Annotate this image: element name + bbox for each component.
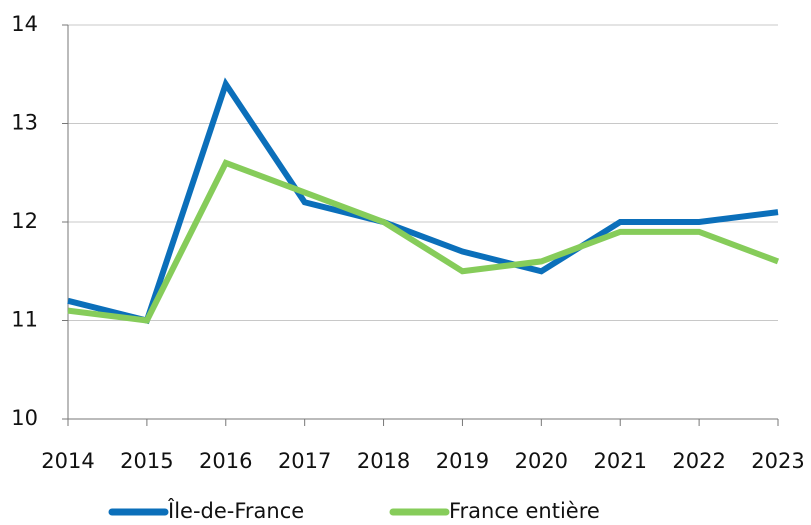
legend-label: France entière bbox=[449, 499, 600, 523]
x-tick-label: 2014 bbox=[41, 449, 94, 473]
y-tick-label: 11 bbox=[11, 308, 38, 332]
y-tick-label: 14 bbox=[11, 12, 38, 36]
y-tick-label: 13 bbox=[11, 111, 38, 135]
series-line bbox=[67, 159, 780, 324]
y-tick-label: 12 bbox=[11, 209, 38, 233]
x-tick-label: 2022 bbox=[672, 449, 725, 473]
legend-label: Île-de-France bbox=[167, 498, 304, 523]
x-tick-label: 2016 bbox=[199, 449, 252, 473]
x-tick-label: 2020 bbox=[515, 449, 568, 473]
x-tick-label: 2018 bbox=[357, 449, 410, 473]
x-tick-label: 2015 bbox=[120, 449, 173, 473]
x-tick-label: 2023 bbox=[751, 449, 804, 473]
x-tick-label: 2019 bbox=[436, 449, 489, 473]
x-tick-label: 2021 bbox=[593, 449, 646, 473]
series-line bbox=[67, 77, 779, 325]
x-tick-label: 2017 bbox=[278, 449, 331, 473]
y-tick-label: 10 bbox=[11, 406, 38, 430]
